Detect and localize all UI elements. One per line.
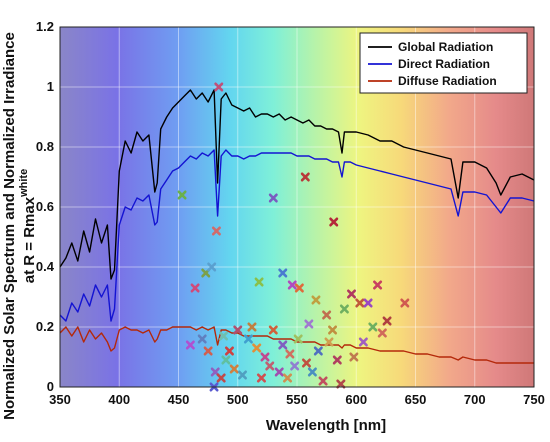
x-marker: [190, 283, 200, 293]
x-tick-label: 450: [168, 392, 190, 407]
x-tick-label: 500: [227, 392, 249, 407]
y-tick-label: 0.4: [36, 259, 55, 274]
x-marker: [207, 262, 217, 272]
x-marker: [336, 379, 346, 389]
x-marker: [363, 298, 373, 308]
x-marker: [329, 217, 339, 227]
y-axis-label-2: at R = Rmaxwhite: [18, 169, 38, 283]
x-marker: [224, 346, 234, 356]
series-line-1: [59, 89, 535, 280]
x-tick-label: 750: [523, 392, 545, 407]
x-marker: [274, 367, 284, 377]
x-marker: [260, 352, 270, 362]
x-marker: [256, 373, 266, 383]
x-marker: [268, 325, 278, 335]
x-marker: [400, 298, 410, 308]
x-marker: [177, 190, 187, 200]
x-marker: [358, 337, 368, 347]
y-tick-label: 0.8: [36, 139, 54, 154]
x-marker: [185, 340, 195, 350]
x-marker: [293, 334, 303, 344]
x-marker: [332, 355, 342, 365]
axis-ticks: 350 400 450 500 550 600 650 700 750 0 0.2 0.4 0.6 0.8…: [36, 19, 545, 407]
x-marker: [347, 289, 357, 299]
x-marker: [285, 349, 295, 359]
series-line-2: [59, 149, 535, 322]
y-axis-label-line2: at R = Rmaxwhite: [18, 169, 38, 283]
legend: Global Radiation Direct Radiation Diffuse …: [359, 32, 528, 94]
plot-frame: [59, 26, 535, 388]
x-marker: [300, 172, 310, 182]
x-marker: [252, 343, 262, 353]
x-marker: [247, 322, 257, 332]
legend-label: Diffuse Radiation: [398, 74, 497, 88]
x-marker: [377, 328, 387, 338]
y-axis-label-line2-prefix: at R = Rmax: [21, 196, 38, 283]
x-tick-label: 650: [405, 392, 427, 407]
x-marker: [211, 226, 221, 236]
x-marker: [278, 340, 288, 350]
x-marker: [216, 373, 226, 383]
y-tick-label: 0: [47, 379, 54, 394]
x-marker: [203, 346, 213, 356]
x-marker: [349, 352, 359, 362]
x-marker: [318, 376, 328, 386]
x-marker: [373, 280, 383, 290]
x-marker: [311, 295, 321, 305]
x-marker: [278, 268, 288, 278]
x-marker: [254, 277, 264, 287]
x-marker: [268, 193, 278, 203]
x-marker: [355, 298, 365, 308]
x-marker: [219, 331, 229, 341]
y-tick-label: 1: [47, 79, 54, 94]
x-marker: [324, 337, 334, 347]
y-axis-label-superscript: white: [18, 169, 30, 198]
x-marker: [339, 304, 349, 314]
x-marker: [290, 361, 300, 371]
x-marker: [328, 325, 338, 335]
x-marker: [283, 373, 293, 383]
x-marker: [294, 283, 304, 293]
x-marker: [265, 361, 275, 371]
y-tick-label: 0.2: [36, 319, 54, 334]
x-marker: [304, 319, 314, 329]
x-marker: [313, 346, 323, 356]
x-marker: [197, 334, 207, 344]
x-tick-label: 350: [49, 392, 71, 407]
x-marker: [301, 358, 311, 368]
legend-box: [359, 32, 528, 94]
x-marker: [322, 310, 332, 320]
x-marker: [233, 325, 243, 335]
legend-label: Direct Radiation: [398, 57, 490, 71]
x-marker: [214, 82, 224, 92]
x-tick-label: 550: [286, 392, 308, 407]
y-tick-label: 1.2: [36, 19, 54, 34]
legend-label: Global Radiation: [398, 40, 493, 54]
x-axis-label: Wavelength [nm]: [266, 417, 386, 434]
x-marker: [243, 334, 253, 344]
scatter-markers: [177, 82, 410, 392]
x-tick-label: 400: [108, 392, 130, 407]
x-marker: [229, 364, 239, 374]
x-tick-label: 600: [345, 392, 367, 407]
x-marker: [237, 370, 247, 380]
x-marker: [221, 355, 231, 365]
x-marker: [307, 367, 317, 377]
y-tick-label: 0.6: [36, 199, 54, 214]
x-tick-label: 700: [464, 392, 486, 407]
y-axis-label-line1: Normalized Solar Spectrum and Normalized…: [1, 32, 18, 420]
x-marker: [368, 322, 378, 332]
x-marker: [382, 316, 392, 326]
y-axis-label: Normalized Solar Spectrum and Normalized…: [1, 32, 18, 420]
x-marker: [287, 280, 297, 290]
